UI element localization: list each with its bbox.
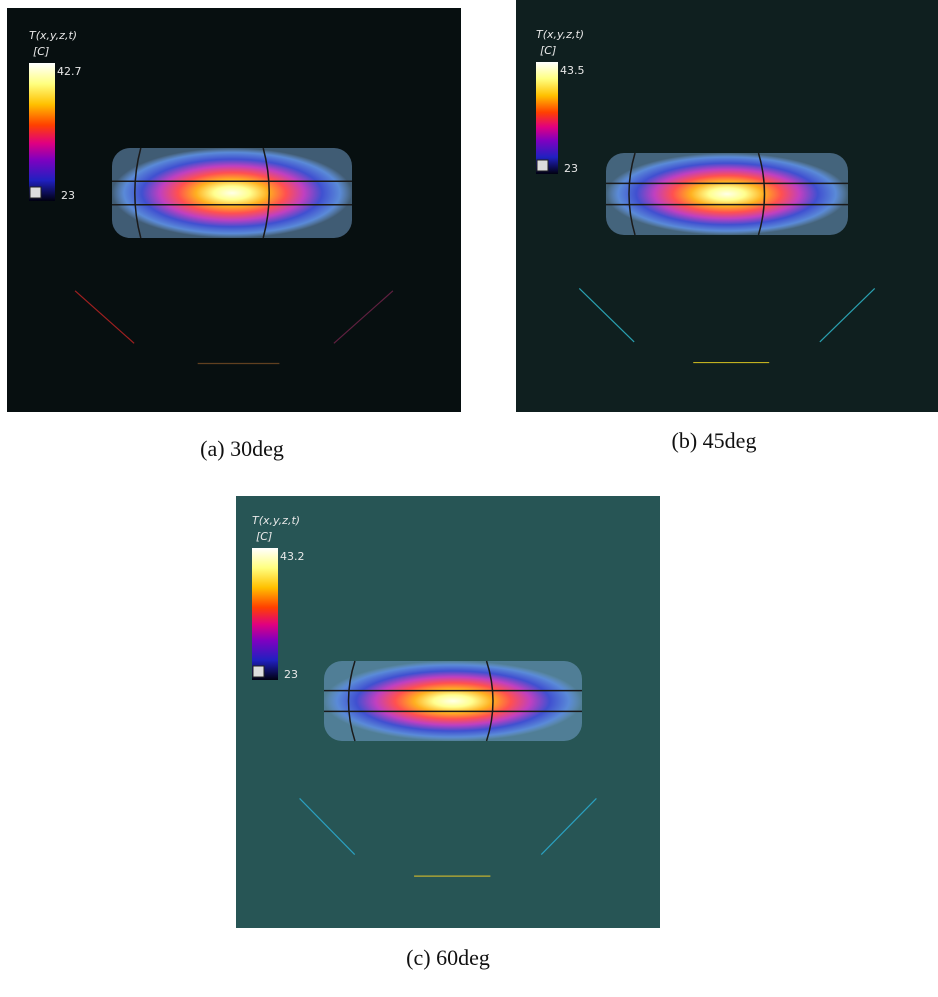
colorbar-icon [30, 187, 41, 198]
page: T(x,y,z,t) [C] 42.7 23 (a) 30deg T(x,y,z,t) [C… [0, 0, 938, 997]
unit-label: [C] [540, 44, 556, 57]
temperature-field [112, 148, 352, 238]
colorbar-icon [253, 666, 264, 677]
colorbar-icon [537, 160, 548, 171]
unit-label: [C] [256, 530, 272, 543]
variable-label: T(x,y,z,t) [252, 514, 300, 527]
temperature-field [324, 661, 582, 741]
caption: (c) 60deg [406, 945, 490, 970]
unit-label: [C] [33, 45, 49, 58]
temperature-field [606, 153, 848, 235]
min-label: 23 [564, 162, 578, 175]
variable-label: T(x,y,z,t) [536, 28, 584, 41]
panel: T(x,y,z,t) [C] 43.5 23 (b) 45deg [516, 0, 938, 453]
min-label: 23 [284, 668, 298, 681]
max-label: 43.2 [280, 550, 305, 563]
colorbar [29, 63, 55, 201]
min-label: 23 [61, 189, 75, 202]
figure: T(x,y,z,t) [C] 42.7 23 (a) 30deg T(x,y,z,t) [C… [0, 0, 938, 997]
colorbar [536, 62, 558, 174]
caption: (a) 30deg [200, 436, 284, 461]
panel: T(x,y,z,t) [C] 42.7 23 (a) 30deg [7, 8, 461, 461]
variable-label: T(x,y,z,t) [29, 29, 77, 42]
panel: T(x,y,z,t) [C] 43.2 23 (c) 60deg [236, 496, 660, 970]
caption: (b) 45deg [672, 428, 757, 453]
max-label: 42.7 [57, 65, 82, 78]
colorbar [252, 548, 278, 680]
max-label: 43.5 [560, 64, 585, 77]
